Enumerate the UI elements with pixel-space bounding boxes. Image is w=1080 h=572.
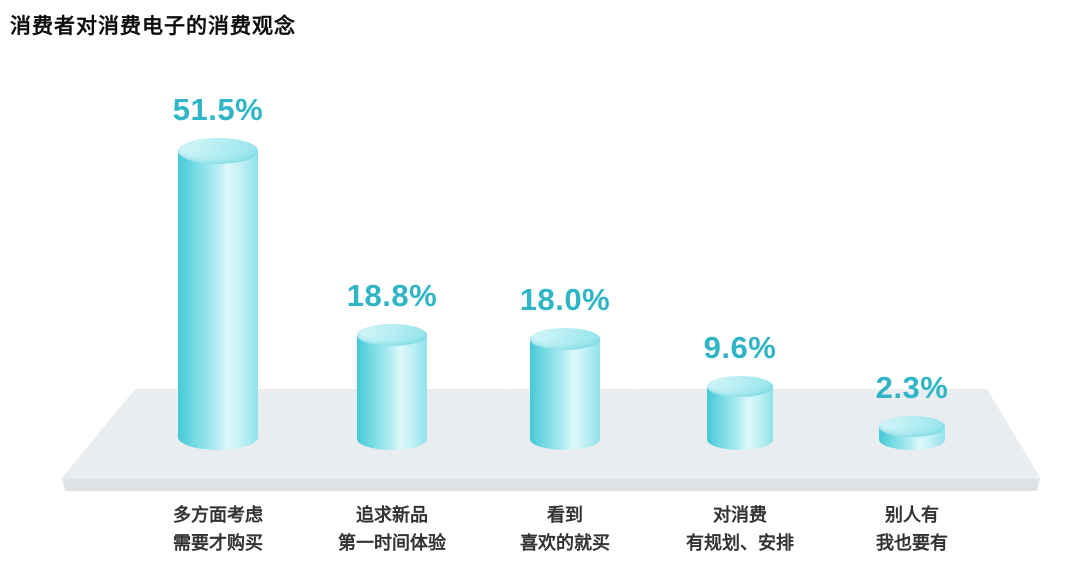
chart-title: 消费者对消费电子的消费观念	[10, 15, 296, 38]
cylinder-top	[357, 324, 427, 346]
cylinder-top	[707, 376, 773, 397]
category-label-line: 看到	[547, 505, 583, 525]
category-label-line: 有规划、安排	[686, 532, 794, 553]
category-label: 别人有 我也要有	[876, 502, 948, 558]
category-label-line: 追求新品	[356, 505, 428, 525]
category-label: 追求新品第一时间体验	[338, 502, 446, 558]
cylinder-body	[707, 386, 773, 450]
category-label-line: 别人有	[885, 505, 939, 525]
category-label-line: 需要才购买	[173, 532, 263, 553]
cylinder-body	[357, 335, 427, 450]
category-label-line: 多方面考虑	[173, 505, 263, 525]
cylinder-top	[530, 328, 600, 350]
value-label: 51.5%	[172, 92, 264, 127]
category-label: 多方面考虑需要才购买	[173, 502, 263, 558]
cylinder-bar	[707, 376, 773, 450]
cylinder-bar	[879, 416, 945, 450]
category-label: 看到 喜欢的就买	[520, 502, 610, 558]
value-label: 9.6%	[703, 330, 777, 365]
value-label: 2.3%	[875, 370, 949, 405]
value-label: 18.8%	[346, 278, 438, 313]
category-label-line: 对消费	[713, 505, 767, 525]
category-label: 对消费 有规划、安排	[686, 502, 794, 558]
cylinder-top	[879, 416, 945, 437]
value-label: 18.0%	[519, 282, 611, 317]
cylinder-top	[178, 138, 258, 164]
cylinder-bar	[357, 324, 427, 450]
category-label-line: 喜欢的就买	[520, 532, 610, 553]
cylinder-body	[178, 151, 258, 450]
cylinder-bar	[178, 138, 258, 450]
category-label-line: 第一时间体验	[338, 532, 446, 553]
category-label-line: 我也要有	[876, 532, 948, 553]
cylinder-bar	[530, 328, 600, 450]
cylinder-body	[530, 339, 600, 450]
